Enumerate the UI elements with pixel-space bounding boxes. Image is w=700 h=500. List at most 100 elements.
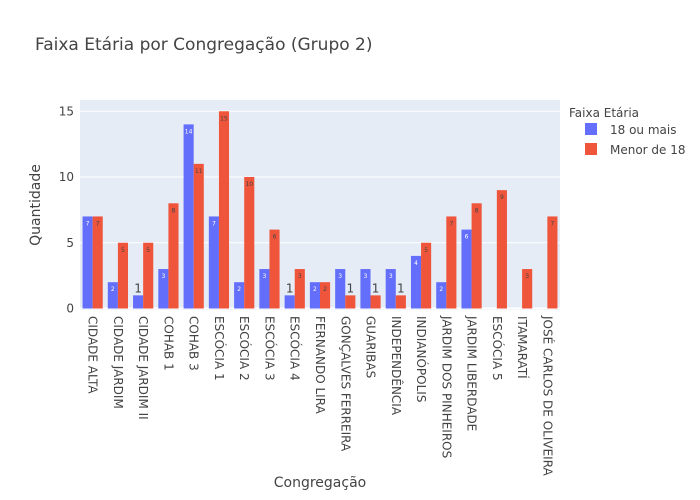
bar-18-ou-mais[interactable] [183,124,194,309]
bar-menor-de-18[interactable] [421,242,432,309]
bar-value-label: 3 [161,273,165,280]
bar-value-label: 5 [121,247,125,254]
bar-value-label: 5 [146,247,150,254]
bar-value-label: 1 [286,281,294,295]
bar-menor-de-18[interactable] [244,177,255,309]
bar-18-ou-mais[interactable] [82,216,93,309]
x-axis-title: Congregação [274,475,366,491]
bar-value-label: 2 [237,286,241,293]
bar-menor-de-18[interactable] [218,111,230,309]
bar-value-label: 3 [263,273,267,280]
bar-value-label: 2 [313,286,317,293]
x-tick-label: ESCÓCIA 2 [237,316,252,381]
bar-18-ou-mais[interactable] [107,282,118,309]
bar-value-label: 3 [338,273,342,280]
bar-menor-de-18[interactable] [168,203,179,309]
bar-18-ou-mais[interactable] [259,269,270,309]
bar-value-label: 1 [397,281,405,295]
bar-18-ou-mais[interactable] [284,295,295,309]
legend-label-menor-de-18: Menor de 18 [610,143,686,157]
x-tick-label: INDIANÓPOLIS [414,316,429,402]
bar-value-label: 7 [96,220,100,227]
x-tick-label: COHAB 3 [187,316,201,371]
bar-value-label: 4 [414,260,418,267]
legend: Faixa Etária 18 ou mais Menor de 18 [569,106,686,157]
bar-menor-de-18[interactable] [471,203,482,309]
bar-value-label: 7 [212,220,216,227]
bar-value-label: 9 [500,194,504,201]
bar-18-ou-mais[interactable] [436,282,447,309]
y-axis-title: Quantidade [28,164,44,246]
bars [82,111,558,309]
x-tick-label: INDEPENDÊNCIA [389,316,404,416]
bar-value-label: 7 [449,220,453,227]
bar-menor-de-18[interactable] [117,242,128,309]
x-tick-label: JARDIM DOS PINHEIROS [439,315,453,458]
legend-item-18-ou-mais[interactable]: 18 ou mais [585,123,676,137]
bar-menor-de-18[interactable] [294,269,305,309]
bar-18-ou-mais[interactable] [208,216,219,309]
bar-value-label: 11 [195,168,203,175]
x-tick-label: CIDADE ALTA [86,316,100,394]
x-tick-label: ITAMARATÍ [515,316,530,379]
bar-18-ou-mais[interactable] [133,295,144,309]
bar-value-label: 8 [172,207,176,214]
x-axis-ticks: CIDADE ALTA CIDADE JARDIM CIDADE JARDIM II… [86,315,556,477]
bar-menor-de-18[interactable] [320,282,331,309]
x-tick-label: JARDIM LIBERDADE [465,315,479,431]
bar-18-ou-mais[interactable] [410,255,422,309]
bar-18-ou-mais[interactable] [309,282,320,309]
bar-menor-de-18[interactable] [193,163,204,309]
bar-value-label: 1 [372,281,380,295]
bar-18-ou-mais[interactable] [461,229,472,309]
y-tick-label: 0 [66,302,74,316]
bar-value-label: 6 [273,234,277,241]
bar-menor-de-18[interactable] [370,295,381,309]
legend-label-18-ou-mais: 18 ou mais [610,123,676,137]
bar-value-label: 5 [424,247,428,254]
x-tick-label: CIDADE JARDIM II [136,316,150,420]
x-tick-label: GUARIBAS [364,316,378,378]
bar-menor-de-18[interactable] [345,295,356,309]
bar-value-label: 1 [346,281,354,295]
y-tick-label: 10 [59,170,74,184]
bar-value-label: 15 [220,115,228,122]
y-axis-ticks: 0 5 10 15 [59,104,74,315]
bar-18-ou-mais[interactable] [360,269,371,309]
bar-value-label: 3 [364,273,368,280]
y-tick-label: 15 [59,104,74,118]
x-tick-label: CIDADE JARDIM [111,316,125,409]
bar-value-label: 2 [111,286,115,293]
legend-swatch-18-ou-mais [585,123,597,135]
y-tick-label: 5 [66,236,74,250]
bar-value-label: 10 [245,181,253,188]
bar-menor-de-18[interactable] [92,216,103,309]
bar-value-label: 7 [551,220,555,227]
bar-value-label: 3 [389,273,393,280]
bar-value-label: 2 [323,286,327,293]
bar-value-label: 14 [185,128,193,135]
x-tick-label: COHAB 1 [161,316,175,371]
bar-menor-de-18[interactable] [547,216,558,309]
bar-value-label: 2 [439,286,443,293]
bar-value-label: 3 [525,273,529,280]
bar-menor-de-18[interactable] [143,242,154,309]
x-tick-label: FERNANDO LIRA [313,316,327,415]
bar-menor-de-18[interactable] [395,295,406,309]
bar-18-ou-mais[interactable] [234,282,245,309]
legend-title: Faixa Etária [569,106,639,120]
bar-menor-de-18[interactable] [446,216,457,309]
bar-18-ou-mais[interactable] [335,269,346,309]
bar-menor-de-18[interactable] [269,229,280,309]
bar-18-ou-mais[interactable] [158,269,169,309]
x-tick-label: ESCÓCIA 5 [490,316,505,381]
bar-value-label: 1 [134,281,142,295]
bar-menor-de-18[interactable] [522,269,533,309]
bar-18-ou-mais[interactable] [385,269,396,309]
x-tick-label: GONÇALVES FERREIRA [338,316,352,452]
bar-value-label: 3 [298,273,302,280]
bar-menor-de-18[interactable] [496,190,507,309]
legend-item-menor-de-18[interactable]: Menor de 18 [585,143,686,157]
x-tick-label: ESCÓCIA 1 [212,316,227,381]
